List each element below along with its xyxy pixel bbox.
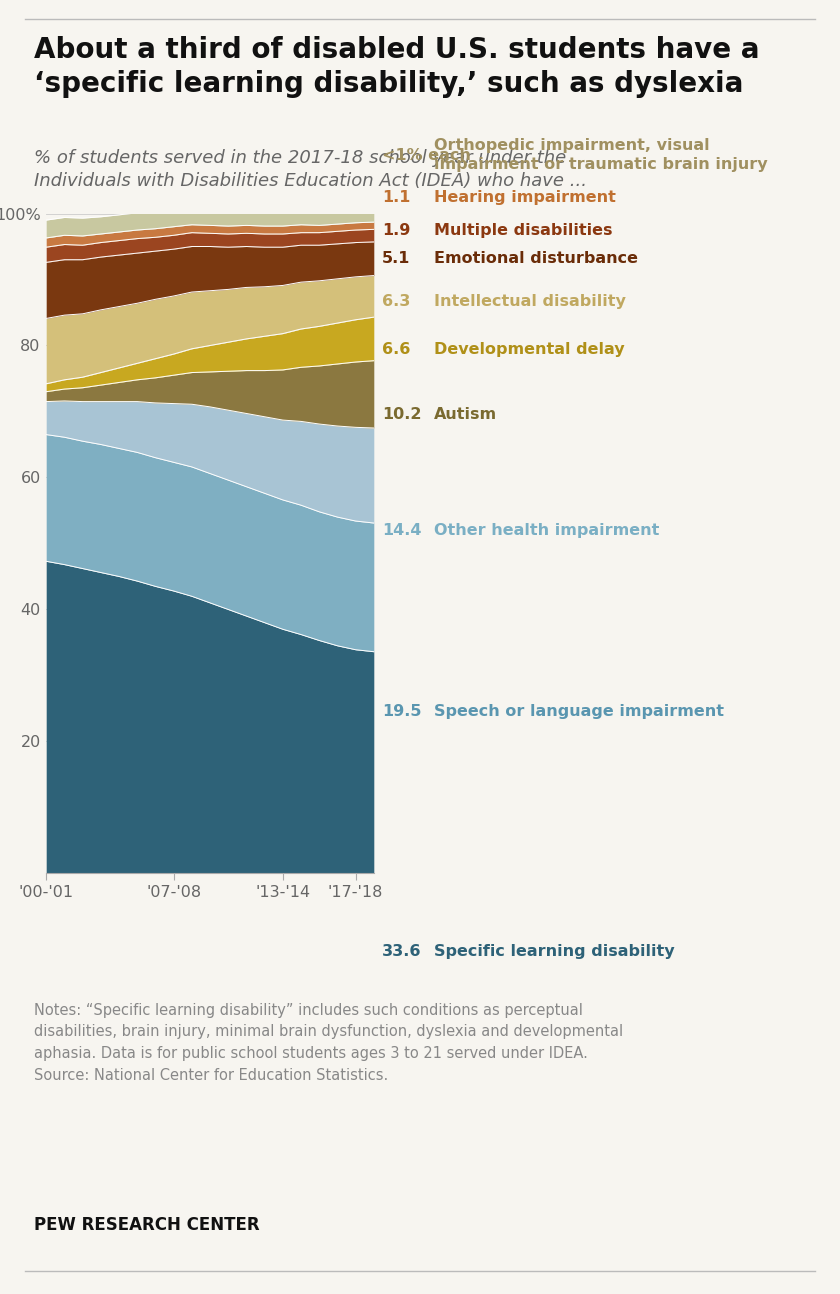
Text: % of students served in the 2017-18 school year under the
Individuals with Disab: % of students served in the 2017-18 scho… [34, 149, 586, 190]
Text: About a third of disabled U.S. students have a
‘specific learning disability,’ s: About a third of disabled U.S. students … [34, 36, 759, 98]
Text: 6.3: 6.3 [382, 294, 411, 309]
Text: 6.6: 6.6 [382, 342, 411, 357]
Text: <1% each: <1% each [382, 148, 471, 163]
Text: Orthopedic impairment, visual
impairment or traumatic brain injury: Orthopedic impairment, visual impairment… [434, 138, 768, 172]
Text: Speech or language impairment: Speech or language impairment [434, 704, 724, 719]
Text: Other health impairment: Other health impairment [434, 523, 659, 538]
Text: Emotional disturbance: Emotional disturbance [434, 251, 638, 267]
Text: 14.4: 14.4 [382, 523, 422, 538]
Text: 33.6: 33.6 [382, 943, 422, 959]
Text: Notes: “Specific learning disability” includes such conditions as perceptual
dis: Notes: “Specific learning disability” in… [34, 1003, 622, 1083]
Text: 1.9: 1.9 [382, 223, 411, 238]
Text: PEW RESEARCH CENTER: PEW RESEARCH CENTER [34, 1216, 260, 1234]
Text: 10.2: 10.2 [382, 406, 422, 422]
Text: 1.1: 1.1 [382, 190, 411, 206]
Text: Intellectual disability: Intellectual disability [434, 294, 626, 309]
Text: Multiple disabilities: Multiple disabilities [434, 223, 613, 238]
Text: Developmental delay: Developmental delay [434, 342, 625, 357]
Text: Hearing impairment: Hearing impairment [434, 190, 617, 206]
Text: Specific learning disability: Specific learning disability [434, 943, 675, 959]
Text: 5.1: 5.1 [382, 251, 411, 267]
Text: Autism: Autism [434, 406, 497, 422]
Text: 19.5: 19.5 [382, 704, 422, 719]
